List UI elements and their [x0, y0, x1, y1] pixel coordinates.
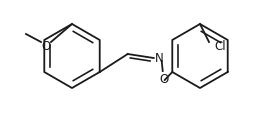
Text: N: N [155, 52, 163, 64]
Text: O: O [159, 73, 168, 86]
Text: O: O [41, 39, 51, 53]
Text: Cl: Cl [214, 39, 226, 53]
